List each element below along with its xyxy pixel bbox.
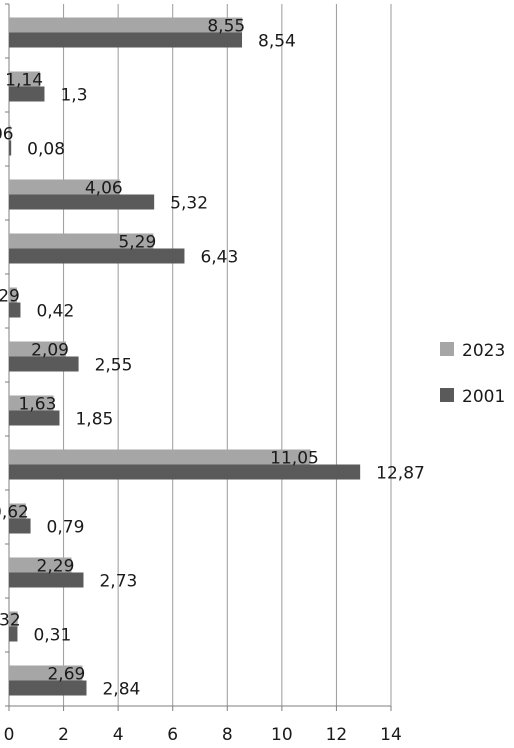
bar-2001-1 [9, 86, 45, 102]
x-tick-label: 4 [113, 725, 124, 745]
bar-2023-7 [9, 395, 54, 411]
bar-2001-5 [9, 302, 21, 318]
data-label-2001-8: 12,87 [376, 464, 425, 484]
bar-2001-7 [9, 410, 60, 426]
bar-2023-3 [9, 179, 120, 195]
bar-2001-4 [9, 248, 185, 264]
gridlines [5, 3, 392, 707]
legend-swatch-2023 [440, 342, 454, 356]
data-label-2023-12: 2,69 [47, 665, 85, 685]
data-label-2001-10: 2,73 [99, 572, 137, 592]
bar-2023-9 [9, 503, 26, 519]
data-label-2023-5: 0,29 [0, 287, 20, 307]
legend-label-2001: 2001 [462, 387, 505, 407]
data-label-2001-11: 0,31 [33, 626, 71, 646]
data-label-2001-9: 0,79 [47, 518, 85, 538]
bar-2023-5 [9, 287, 17, 303]
bar-2023-12 [9, 665, 83, 681]
bar-2001-8 [9, 464, 361, 480]
data-label-2023-3: 4,06 [85, 179, 123, 199]
x-tick-label: 8 [222, 725, 233, 745]
x-tick-label: 12 [326, 725, 348, 745]
x-tick-label: 0 [4, 725, 15, 745]
data-label-2023-1: 1,14 [5, 71, 43, 91]
data-label-2001-1: 1,3 [60, 86, 87, 106]
bar-2023-4 [9, 233, 154, 249]
bar-2001-11 [9, 626, 18, 642]
bar-2023-1 [9, 71, 41, 87]
bar-2001-6 [9, 356, 79, 372]
data-label-2001-7: 1,85 [75, 410, 113, 430]
data-label-2023-2: 0,06 [0, 125, 14, 145]
data-label-2001-3: 5,32 [170, 194, 208, 214]
bar-2001-12 [9, 680, 87, 696]
bar-2023-10 [9, 557, 72, 573]
data-label-2023-10: 2,29 [37, 557, 75, 577]
bar-2001-2 [9, 140, 12, 156]
bar-2001-10 [9, 572, 84, 588]
bar-2023-6 [9, 341, 67, 357]
data-label-2023-4: 5,29 [118, 233, 156, 253]
bar-2001-3 [9, 194, 155, 210]
bar-2001-0 [9, 32, 243, 48]
data-label-2023-11: 0,32 [0, 611, 21, 631]
x-axis: 0 2 4 6 8 10 12 14 [4, 705, 402, 745]
legend-label-2023: 2023 [462, 341, 505, 361]
x-tick-label: 2 [58, 725, 69, 745]
data-label-2023-8: 11,05 [270, 449, 319, 469]
data-label-2001-4: 6,43 [200, 248, 238, 268]
data-label-2023-9: 0,62 [0, 503, 29, 523]
data-labels: 8,55 8,54 1,14 1,3 0,06 0,08 4,06 5,32 5,29 6,43 0… [0, 17, 425, 700]
legend-swatch-2001 [440, 388, 454, 402]
bar-2023-8 [9, 449, 311, 465]
data-label-2001-0: 8,54 [258, 32, 296, 52]
data-label-2023-0: 8,55 [207, 17, 245, 37]
legend: 2023 2001 [440, 341, 505, 407]
bar-2023-2 [9, 125, 11, 141]
bar-2001-9 [9, 518, 31, 534]
data-label-2023-7: 1,63 [19, 395, 57, 415]
x-tick-label: 10 [271, 725, 293, 745]
data-label-2001-6: 2,55 [95, 356, 133, 376]
data-label-2023-6: 2,09 [31, 341, 69, 361]
x-tick-label: 6 [167, 725, 178, 745]
data-label-2001-2: 0,08 [27, 140, 65, 160]
bars [9, 17, 361, 696]
data-label-2001-12: 2,84 [102, 680, 140, 700]
x-tick-label: 14 [380, 725, 402, 745]
bar-2023-11 [9, 611, 18, 627]
data-label-2001-5: 0,42 [36, 302, 74, 322]
bar-2023-0 [9, 17, 243, 33]
